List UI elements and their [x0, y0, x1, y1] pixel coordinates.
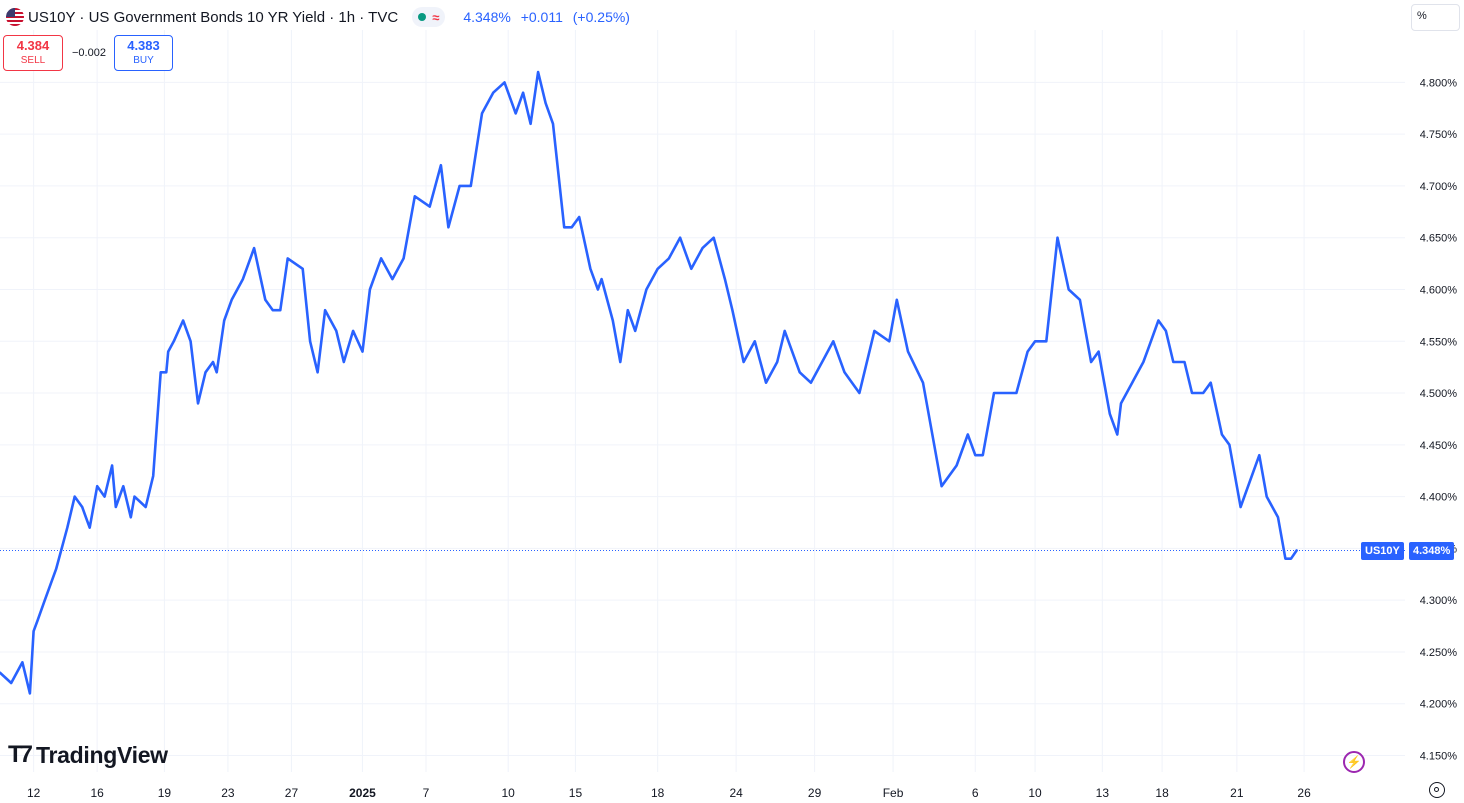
last-price-symbol-tag: US10Y [1361, 542, 1404, 560]
tradingview-logo[interactable]: T7 TradingView [8, 741, 168, 769]
x-tick-label: 15 [569, 786, 583, 800]
symbol-title[interactable]: US10Y · US Government Bonds 10 YR Yield … [28, 8, 399, 26]
x-tick-label: 2025 [349, 786, 376, 800]
price-change-percent: (+0.25%) [572, 9, 630, 25]
x-tick-label: 10 [1028, 786, 1042, 800]
lightning-icon[interactable]: ⚡ [1343, 751, 1365, 773]
x-tick-label: 18 [651, 786, 665, 800]
y-tick-label: 4.250% [1420, 647, 1458, 659]
last-price-value-tag: 4.348% [1409, 542, 1455, 560]
x-tick-label: 6 [972, 786, 979, 800]
x-tick-label: 18 [1155, 786, 1169, 800]
x-tick-label: 12 [27, 786, 41, 800]
x-tick-label: 27 [285, 786, 299, 800]
y-tick-label: 4.200% [1420, 699, 1458, 711]
tradingview-logo-icon: T7 [8, 741, 33, 768]
x-tick-label: 7 [423, 786, 430, 800]
spread-value: −0.002 [72, 47, 106, 59]
y-tick-label: 4.800% [1420, 77, 1458, 89]
y-tick-label: 4.500% [1420, 388, 1458, 400]
x-tick-label: 26 [1297, 786, 1311, 800]
grid-lines [0, 30, 1405, 772]
y-tick-label: 4.400% [1420, 492, 1458, 504]
x-tick-label: Feb [883, 786, 904, 800]
y-tick-label: 4.300% [1420, 595, 1458, 607]
last-price: 4.348% [463, 9, 511, 25]
sell-price: 4.384 [16, 38, 50, 53]
x-tick-label: 23 [221, 786, 235, 800]
series-line-us10y [0, 70, 1298, 695]
y-tick-label: 4.700% [1420, 181, 1458, 193]
y-tick-label: 4.450% [1420, 440, 1458, 452]
x-tick-label: 13 [1096, 786, 1110, 800]
x-tick-label: 16 [90, 786, 104, 800]
price-axis[interactable]: 4.150%4.200%4.250%4.300%4.350%4.400%4.45… [1420, 77, 1458, 762]
y-tick-label: 4.150% [1420, 751, 1458, 763]
market-open-icon [418, 13, 427, 21]
symbol-header[interactable]: US10Y · US Government Bonds 10 YR Yield … [6, 6, 636, 28]
buy-button[interactable]: 4.383 BUY [114, 35, 173, 71]
market-status[interactable]: ≈ [412, 7, 446, 27]
time-axis[interactable]: 12 16 19 23 27 2025 7 10 15 18 24 29 Feb 6 10 13 18 21 26 [27, 786, 1311, 800]
x-tick-label: 21 [1230, 786, 1244, 800]
x-tick-label: 10 [502, 786, 516, 800]
settings-gear-icon[interactable] [1429, 782, 1445, 798]
buy-price: 4.383 [127, 38, 160, 53]
y-tick-label: 4.550% [1420, 336, 1458, 348]
sell-label: SELL [20, 55, 46, 66]
x-tick-label: 19 [158, 786, 172, 800]
scale-unit-button[interactable]: % [1411, 4, 1460, 31]
us-flag-icon [6, 8, 24, 26]
sell-button[interactable]: 4.384 SELL [3, 35, 63, 71]
y-tick-label: 4.750% [1420, 129, 1458, 141]
buy-label: BUY [133, 55, 154, 66]
x-tick-label: 24 [729, 786, 743, 800]
x-tick-label: 29 [808, 786, 822, 800]
y-tick-label: 4.600% [1420, 284, 1458, 296]
delayed-data-icon: ≈ [432, 9, 440, 25]
price-change: +0.011 [520, 9, 563, 25]
quote-values: 4.348% +0.011 (+0.25%) [463, 9, 636, 25]
tradingview-wordmark: TradingView [36, 741, 168, 768]
y-tick-label: 4.650% [1420, 233, 1458, 245]
